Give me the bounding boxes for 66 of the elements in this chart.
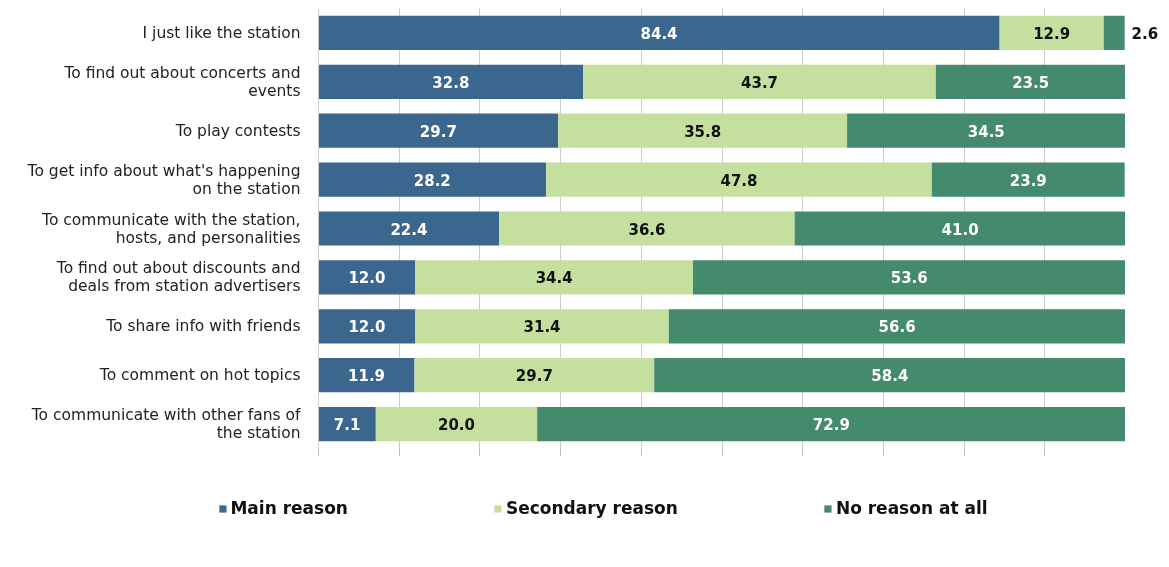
y-tick-label: To share info with friends bbox=[105, 317, 301, 336]
data-label: 12.0 bbox=[348, 269, 386, 288]
data-label: 28.2 bbox=[413, 171, 451, 190]
data-label: 36.6 bbox=[628, 220, 666, 239]
data-label: 23.5 bbox=[1012, 73, 1050, 92]
bar bbox=[558, 113, 848, 148]
bar bbox=[318, 113, 559, 148]
legend-label: Main reason bbox=[230, 498, 348, 518]
data-label: 58.4 bbox=[871, 367, 909, 386]
data-label: 43.7 bbox=[741, 73, 779, 92]
bar bbox=[935, 64, 1125, 99]
data-label: 29.7 bbox=[515, 367, 553, 386]
y-tick-label: To comment on hot topics bbox=[98, 366, 301, 385]
data-label: 35.8 bbox=[684, 122, 722, 141]
y-tick-label: To find out about concerts and events bbox=[63, 63, 301, 100]
bar bbox=[499, 211, 795, 246]
data-label: 32.8 bbox=[432, 73, 470, 92]
data-label: 84.4 bbox=[640, 24, 678, 43]
bar bbox=[847, 113, 1125, 148]
legend-label: Secondary reason bbox=[505, 498, 678, 518]
bar bbox=[1103, 15, 1125, 51]
y-tick-label: I just like the station bbox=[142, 23, 301, 42]
bar bbox=[546, 162, 932, 197]
legend-label: No reason at all bbox=[835, 498, 988, 518]
bar bbox=[654, 358, 1125, 393]
data-label: 56.6 bbox=[878, 318, 916, 337]
data-label: 31.4 bbox=[523, 318, 561, 337]
data-label: 72.9 bbox=[812, 416, 850, 435]
bar bbox=[318, 15, 1000, 51]
y-tick-label: To play contests bbox=[174, 121, 301, 140]
bar bbox=[537, 406, 1125, 442]
bar bbox=[414, 358, 655, 393]
bar bbox=[318, 211, 500, 246]
bar bbox=[318, 162, 547, 197]
y-tick-label: To find out about discounts and deals from station advertisers bbox=[55, 259, 301, 296]
y-tick-label: To get info about what's happening on the station bbox=[26, 161, 301, 198]
data-label: 22.4 bbox=[390, 220, 428, 239]
bar bbox=[415, 309, 669, 344]
bar bbox=[668, 309, 1125, 344]
bar bbox=[318, 406, 376, 442]
data-label: 20.0 bbox=[437, 416, 476, 435]
data-label: 7.1 bbox=[333, 416, 361, 435]
data-label: 34.5 bbox=[967, 122, 1005, 141]
y-tick-label: To communicate with the station, hosts, and personalities bbox=[41, 210, 301, 247]
bar bbox=[692, 260, 1125, 295]
data-label: 12.9 bbox=[1033, 24, 1071, 43]
bar bbox=[794, 211, 1125, 246]
data-label: 34.4 bbox=[535, 269, 573, 288]
data-label: 41.0 bbox=[941, 220, 979, 239]
data-label: 53.6 bbox=[890, 269, 928, 288]
y-tick-label: To communicate with other fans of the station bbox=[30, 406, 302, 443]
data-label: 47.8 bbox=[720, 171, 758, 190]
bar bbox=[999, 15, 1104, 51]
bar bbox=[318, 260, 416, 295]
bar bbox=[931, 162, 1125, 197]
bar bbox=[583, 64, 936, 99]
bar bbox=[318, 358, 415, 393]
bar bbox=[375, 406, 538, 442]
data-label: 29.7 bbox=[419, 122, 457, 141]
bar bbox=[318, 309, 416, 344]
data-label: 23.9 bbox=[1009, 171, 1047, 190]
data-label: 2.6 bbox=[1131, 24, 1159, 43]
bar bbox=[415, 260, 693, 295]
data-label: 11.9 bbox=[348, 367, 386, 386]
bar bbox=[318, 64, 584, 99]
data-label: 12.0 bbox=[348, 318, 386, 337]
